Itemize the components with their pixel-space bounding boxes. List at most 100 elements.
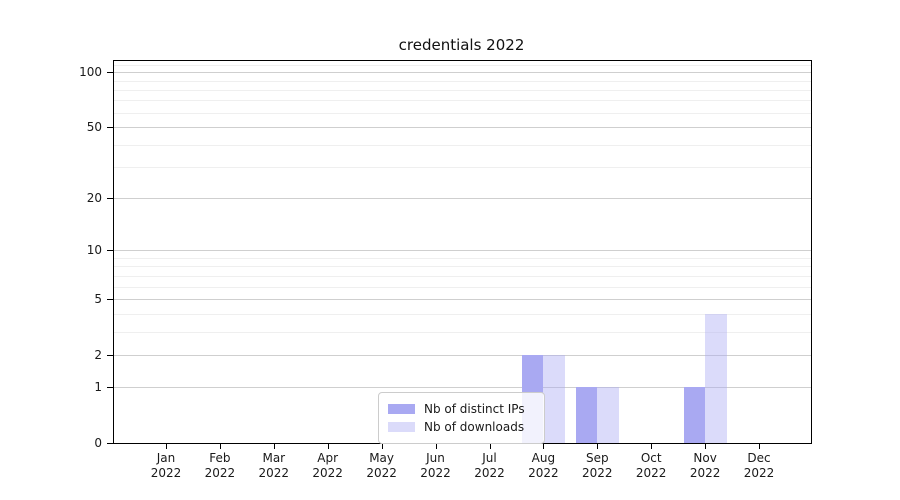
- x-tick-mark: [166, 443, 167, 449]
- x-tick-label: Nov 2022: [678, 451, 732, 481]
- x-tick-mark: [759, 443, 760, 449]
- chart-title: credentials 2022: [398, 36, 525, 54]
- x-tick-mark: [489, 443, 491, 449]
- x-tick-year: 2022: [582, 466, 613, 480]
- major-gridline: [114, 387, 811, 389]
- minor-gridline: [114, 167, 811, 168]
- minor-gridline: [114, 286, 811, 288]
- x-tick-month: Dec: [747, 451, 771, 465]
- x-tick-label: Mar 2022: [247, 451, 301, 481]
- axis-layer: 0 1 2 5 10 20 50 100 Jan 2022 Feb 2022 Mar 2022 Apr 202…: [79, 61, 811, 480]
- x-tick-year: 2022: [312, 466, 343, 480]
- bar-nov-s1: [705, 313, 727, 443]
- x-tick-mark: [435, 443, 437, 449]
- minor-gridline: [114, 80, 811, 82]
- minor-gridline: [114, 64, 811, 66]
- minor-gridline: [114, 313, 811, 315]
- legend-label: Nb of distinct IPs: [424, 402, 525, 416]
- major-gridline: [114, 354, 811, 356]
- x-tick-month: Sep: [585, 451, 609, 465]
- x-tick-year: 2022: [204, 466, 236, 480]
- x-tick-month: Jun: [426, 451, 445, 465]
- y-tick-label: 2: [94, 347, 102, 362]
- y-tick-mark: [107, 127, 113, 128]
- legend-swatch: [388, 422, 415, 432]
- x-tick-month: Jul: [482, 451, 497, 465]
- x-tick-label: Aug 2022: [516, 451, 570, 481]
- x-tick-year: 2022: [420, 466, 451, 480]
- legend-label: Nb of downloads: [424, 420, 525, 434]
- x-tick-year: 2022: [474, 466, 505, 480]
- x-tick-label: Apr 2022: [301, 451, 355, 481]
- x-tick-label: Sep 2022: [570, 451, 624, 481]
- grid-layer: [114, 61, 811, 443]
- minor-gridline: [114, 258, 811, 259]
- y-tick-mark: [107, 250, 113, 252]
- y-tick-label: 50: [86, 120, 102, 134]
- y-tick-label: 20: [86, 191, 102, 206]
- y-tick-mark: [107, 354, 113, 356]
- x-tick-month: May: [369, 451, 394, 465]
- x-tick-month: Apr: [317, 451, 339, 465]
- minor-gridline: [114, 275, 811, 277]
- x-tick-month: Mar: [262, 451, 286, 465]
- x-tick-label: Dec 2022: [732, 451, 786, 481]
- bar-sep-s1: [597, 387, 619, 443]
- plot-area: 0 1 2 5 10 20 50 100 Jan 2022 Feb 2022 Mar 2022 Apr 202…: [79, 60, 812, 480]
- major-gridline: [114, 198, 811, 200]
- major-gridline: [114, 72, 811, 74]
- x-tick-year: 2022: [150, 466, 182, 480]
- y-tick-mark: [107, 443, 113, 444]
- y-tick-mark: [107, 198, 113, 200]
- x-tick-year: 2022: [528, 466, 559, 480]
- minor-gridline: [114, 100, 811, 102]
- bar-aug-s1: [543, 354, 565, 443]
- y-tick-label: 100: [79, 65, 102, 80]
- x-tick-label: May 2022: [355, 451, 409, 481]
- x-tick-label: Oct 2022: [624, 451, 678, 481]
- x-tick-year: 2022: [689, 466, 721, 480]
- x-tick-mark: [381, 443, 383, 449]
- x-tick-mark: [327, 443, 329, 449]
- major-gridline: [114, 127, 811, 128]
- major-gridline: [114, 299, 811, 300]
- x-tick-label: Jul 2022: [463, 451, 517, 481]
- legend-item: Nb of distinct IPs: [388, 400, 534, 418]
- x-tick-mark: [597, 443, 599, 449]
- major-gridline: [114, 250, 811, 252]
- x-tick-mark: [705, 443, 707, 449]
- bar-nov-s0: [683, 387, 706, 443]
- bar-sep-s0: [575, 387, 598, 443]
- x-tick-month: Aug: [531, 451, 556, 465]
- y-tick-mark: [107, 387, 113, 389]
- x-tick-year: 2022: [743, 466, 775, 480]
- x-tick-mark: [651, 443, 653, 449]
- minor-gridline: [114, 89, 811, 91]
- y-tick-label: 10: [86, 243, 102, 258]
- x-tick-year: 2022: [258, 466, 290, 480]
- y-tick-label: 5: [94, 292, 102, 306]
- x-tick-year: 2022: [366, 466, 397, 480]
- legend: Nb of distinct IPs Nb of downloads: [378, 392, 545, 444]
- minor-gridline: [114, 112, 811, 114]
- legend-swatch: [388, 404, 415, 414]
- x-tick-month: Jan: [156, 451, 176, 465]
- minor-gridline: [114, 144, 811, 146]
- minor-gridline: [114, 266, 811, 268]
- x-tick-month: Feb: [209, 451, 231, 465]
- legend-item: Nb of downloads: [388, 418, 534, 436]
- x-tick-label: Feb 2022: [193, 451, 247, 481]
- x-tick-mark: [273, 443, 275, 449]
- x-tick-mark: [543, 443, 545, 449]
- x-tick-label: Jan 2022: [139, 451, 193, 481]
- y-tick-mark: [107, 72, 113, 74]
- x-tick-year: 2022: [635, 466, 667, 480]
- y-tick-label: 1: [94, 380, 102, 395]
- x-tick-mark: [219, 443, 221, 449]
- x-tick-month: Nov: [693, 451, 717, 465]
- bars-layer: [114, 61, 811, 443]
- y-tick-mark: [107, 299, 113, 300]
- x-tick-month: Oct: [640, 451, 662, 465]
- x-tick-label: Jun 2022: [409, 451, 463, 481]
